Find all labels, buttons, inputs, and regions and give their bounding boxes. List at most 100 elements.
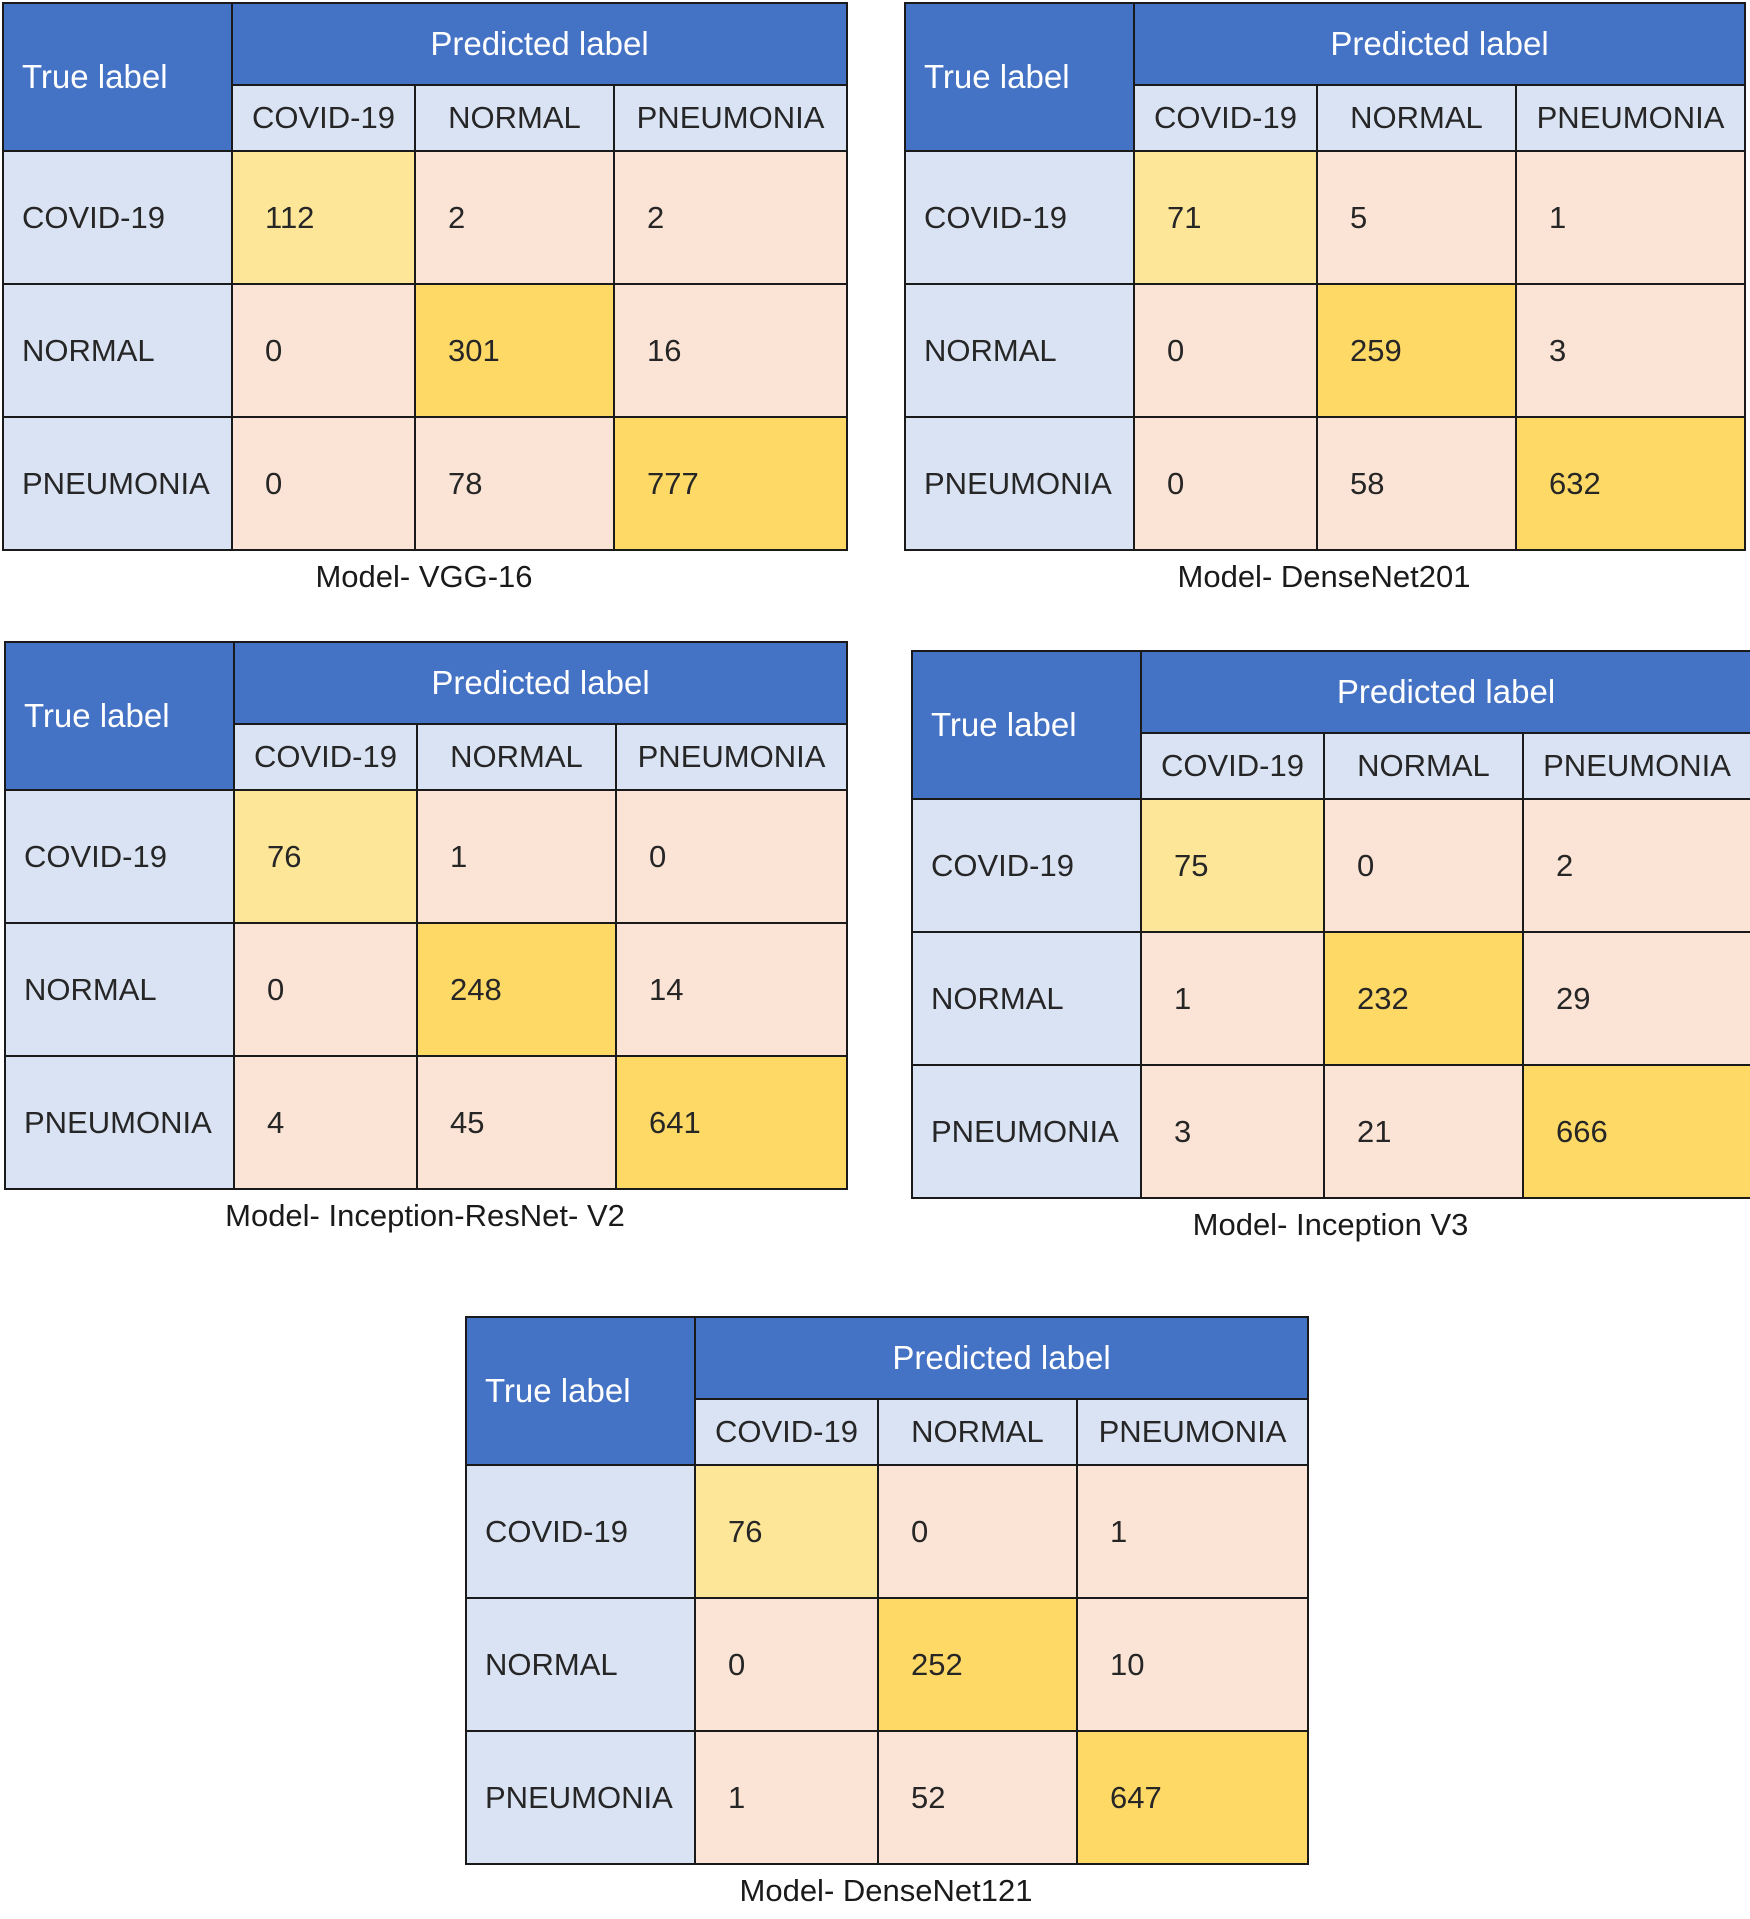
true-label-header: True label: [2, 2, 233, 152]
cell-normal-covid: 1: [1140, 931, 1325, 1066]
row-header-covid: COVID-19: [2, 150, 233, 285]
cell-normal-covid: 0: [1133, 283, 1318, 418]
cell-covid-pneumonia: 1: [1515, 150, 1746, 285]
column-header-covid: COVID-19: [1133, 84, 1318, 152]
cell-covid-covid: 76: [233, 789, 418, 924]
cell-covid-normal: 5: [1316, 150, 1517, 285]
cell-normal-covid: 0: [694, 1597, 879, 1732]
row-header-normal: NORMAL: [4, 922, 235, 1057]
confusion-matrix-inception-v3: True label Predicted label COVID-19 NORM…: [911, 650, 1750, 1243]
column-header-pneumonia: PNEUMONIA: [1522, 732, 1750, 800]
cell-normal-normal: 232: [1323, 931, 1524, 1066]
row-header-pneumonia: PNEUMONIA: [2, 416, 233, 551]
confusion-table: True label Predicted label COVID-19 NORM…: [465, 1316, 1309, 1865]
row-header-pneumonia: PNEUMONIA: [904, 416, 1135, 551]
confusion-table: True label Predicted label COVID-19 NORM…: [4, 641, 848, 1190]
cell-covid-pneumonia: 0: [615, 789, 848, 924]
column-header-covid: COVID-19: [694, 1398, 879, 1466]
model-caption: Model- Inception-ResNet- V2: [225, 1198, 625, 1233]
confusion-table: True label Predicted label COVID-19 NORM…: [904, 2, 1746, 551]
column-header-covid: COVID-19: [231, 84, 416, 152]
column-header-normal: NORMAL: [416, 723, 617, 791]
cell-pneumonia-pneumonia: 777: [613, 416, 848, 551]
cell-covid-covid: 76: [694, 1464, 879, 1599]
cell-pneumonia-covid: 0: [1133, 416, 1318, 551]
cell-normal-pneumonia: 10: [1076, 1597, 1309, 1732]
row-header-normal: NORMAL: [465, 1597, 696, 1732]
predicted-label-header: Predicted label: [233, 641, 848, 725]
cell-pneumonia-normal: 58: [1316, 416, 1517, 551]
cell-pneumonia-covid: 4: [233, 1055, 418, 1190]
cell-normal-pneumonia: 16: [613, 283, 848, 418]
column-header-pneumonia: PNEUMONIA: [1076, 1398, 1309, 1466]
cell-normal-normal: 301: [414, 283, 615, 418]
row-header-normal: NORMAL: [911, 931, 1142, 1066]
column-header-pneumonia: PNEUMONIA: [613, 84, 848, 152]
column-header-pneumonia: PNEUMONIA: [615, 723, 848, 791]
cell-covid-covid: 71: [1133, 150, 1318, 285]
cell-covid-pneumonia: 2: [1522, 798, 1750, 933]
cell-pneumonia-normal: 52: [877, 1730, 1078, 1865]
confusion-table: True label Predicted label COVID-19 NORM…: [2, 2, 848, 551]
row-header-normal: NORMAL: [904, 283, 1135, 418]
column-header-normal: NORMAL: [1323, 732, 1524, 800]
cell-pneumonia-normal: 21: [1323, 1064, 1524, 1199]
true-label-header: True label: [904, 2, 1135, 152]
cell-normal-pneumonia: 29: [1522, 931, 1750, 1066]
confusion-matrix-inception-resnet-v2: True label Predicted label COVID-19 NORM…: [4, 641, 848, 1234]
confusion-matrix-densenet121: True label Predicted label COVID-19 NORM…: [465, 1316, 1309, 1909]
column-header-pneumonia: PNEUMONIA: [1515, 84, 1746, 152]
cell-covid-covid: 112: [231, 150, 416, 285]
predicted-label-header: Predicted label: [1133, 2, 1746, 86]
row-header-normal: NORMAL: [2, 283, 233, 418]
row-header-pneumonia: PNEUMONIA: [465, 1730, 696, 1865]
model-caption: Model- DenseNet201: [1177, 559, 1471, 594]
cell-covid-normal: 0: [1323, 798, 1524, 933]
cell-pneumonia-covid: 3: [1140, 1064, 1325, 1199]
model-caption: Model- DenseNet121: [739, 1873, 1033, 1908]
column-header-normal: NORMAL: [877, 1398, 1078, 1466]
cell-pneumonia-pneumonia: 666: [1522, 1064, 1750, 1199]
predicted-label-header: Predicted label: [231, 2, 848, 86]
column-header-covid: COVID-19: [1140, 732, 1325, 800]
model-caption: Model- Inception V3: [1192, 1207, 1469, 1242]
cell-pneumonia-covid: 0: [231, 416, 416, 551]
true-label-header: True label: [911, 650, 1142, 800]
cell-covid-pneumonia: 1: [1076, 1464, 1309, 1599]
row-header-covid: COVID-19: [911, 798, 1142, 933]
row-header-pneumonia: PNEUMONIA: [4, 1055, 235, 1190]
confusion-table: True label Predicted label COVID-19 NORM…: [911, 650, 1750, 1199]
row-header-covid: COVID-19: [904, 150, 1135, 285]
row-header-pneumonia: PNEUMONIA: [911, 1064, 1142, 1199]
cell-pneumonia-covid: 1: [694, 1730, 879, 1865]
model-caption: Model- VGG-16: [315, 559, 533, 594]
cell-normal-normal: 259: [1316, 283, 1517, 418]
cell-pneumonia-pneumonia: 632: [1515, 416, 1746, 551]
column-header-normal: NORMAL: [414, 84, 615, 152]
cell-normal-pneumonia: 3: [1515, 283, 1746, 418]
column-header-normal: NORMAL: [1316, 84, 1517, 152]
cell-normal-normal: 248: [416, 922, 617, 1057]
confusion-matrix-densenet201: True label Predicted label COVID-19 NORM…: [904, 2, 1746, 595]
cell-pneumonia-normal: 78: [414, 416, 615, 551]
cell-pneumonia-pneumonia: 641: [615, 1055, 848, 1190]
cell-covid-covid: 75: [1140, 798, 1325, 933]
true-label-header: True label: [465, 1316, 696, 1466]
cell-covid-normal: 2: [414, 150, 615, 285]
cell-covid-normal: 0: [877, 1464, 1078, 1599]
cell-normal-normal: 252: [877, 1597, 1078, 1732]
true-label-header: True label: [4, 641, 235, 791]
predicted-label-header: Predicted label: [694, 1316, 1309, 1400]
confusion-matrix-vgg16: True label Predicted label COVID-19 NORM…: [2, 2, 848, 595]
row-header-covid: COVID-19: [465, 1464, 696, 1599]
row-header-covid: COVID-19: [4, 789, 235, 924]
cell-pneumonia-pneumonia: 647: [1076, 1730, 1309, 1865]
predicted-label-header: Predicted label: [1140, 650, 1750, 734]
cell-normal-pneumonia: 14: [615, 922, 848, 1057]
cell-normal-covid: 0: [233, 922, 418, 1057]
column-header-covid: COVID-19: [233, 723, 418, 791]
cell-covid-pneumonia: 2: [613, 150, 848, 285]
cell-pneumonia-normal: 45: [416, 1055, 617, 1190]
cell-covid-normal: 1: [416, 789, 617, 924]
cell-normal-covid: 0: [231, 283, 416, 418]
